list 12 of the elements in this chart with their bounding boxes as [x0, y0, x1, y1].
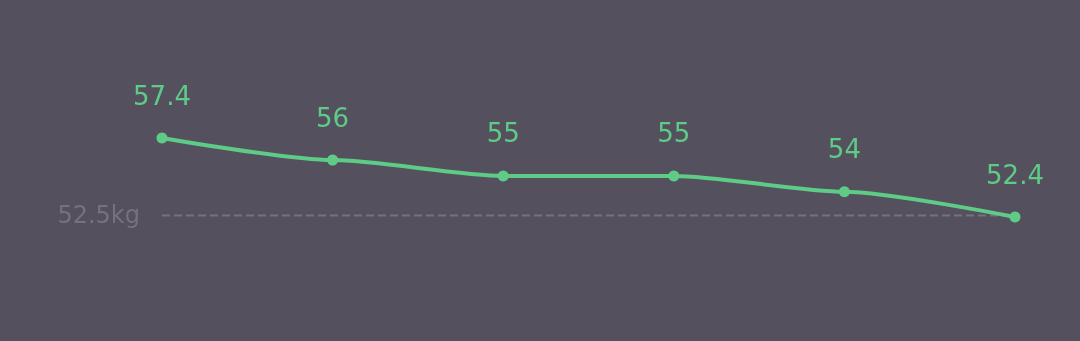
point: [838, 186, 850, 198]
data-label: 57.4: [133, 80, 191, 111]
point: [1009, 211, 1021, 223]
data-label: 54: [827, 134, 861, 165]
point: [497, 170, 509, 182]
data-label: 52.4: [986, 159, 1044, 190]
point: [327, 154, 339, 166]
point: [156, 132, 168, 144]
data-label: 55: [657, 118, 691, 149]
point: [668, 170, 680, 182]
data-label: 56: [316, 102, 350, 133]
data-label: 55: [486, 118, 520, 149]
